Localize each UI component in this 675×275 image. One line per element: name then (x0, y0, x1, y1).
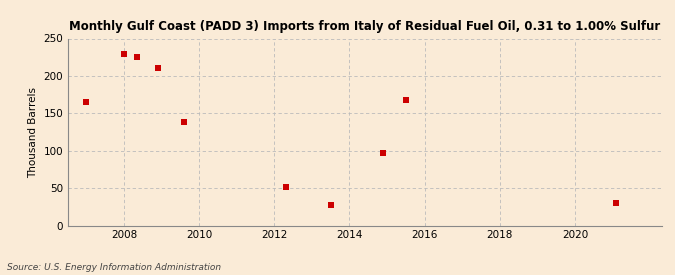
Point (378, 151, 389, 155)
Text: Source: U.S. Energy Information Administration: Source: U.S. Energy Information Administ… (7, 263, 221, 272)
Point (153, 65, 163, 70)
Point (325, 203, 336, 208)
Point (280, 185, 291, 189)
Point (179, 120, 190, 125)
Point (611, 201, 622, 205)
Title: Monthly Gulf Coast (PADD 3) Imports from Italy of Residual Fuel Oil, 0.31 to 1.0: Monthly Gulf Coast (PADD 3) Imports from… (69, 20, 660, 33)
Point (81, 100, 92, 104)
Point (119, 52, 130, 56)
Point (400, 98, 411, 102)
Y-axis label: Thousand Barrels: Thousand Barrels (28, 87, 38, 177)
Point (132, 55, 142, 59)
